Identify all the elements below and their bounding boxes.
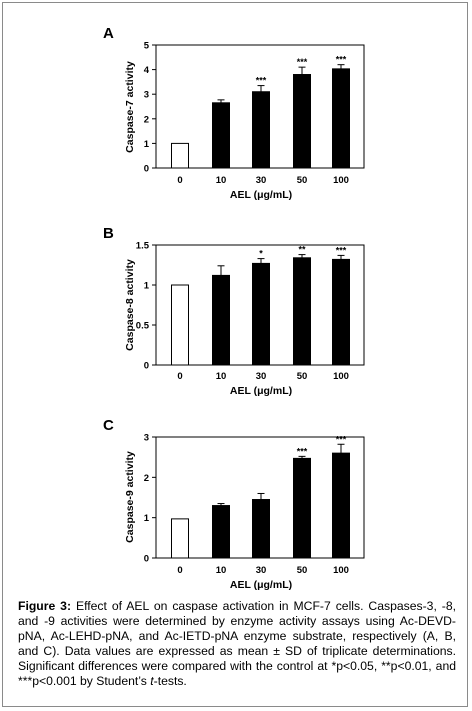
chart-b-significance-mark: *** — [336, 245, 347, 255]
chart-a-xtick-label: 30 — [256, 175, 267, 186]
chart-c-significance-mark: *** — [297, 446, 308, 456]
chart-c-significance-mark: *** — [336, 434, 347, 444]
chart-b-xtick-label: 50 — [297, 371, 308, 382]
caption-text: Effect of AEL on caspase activation in M… — [18, 599, 457, 689]
chart-a-ytick-label: 5 — [144, 41, 150, 52]
caption-text-end: -tests. — [153, 674, 187, 689]
chart-a-xtick-label: 50 — [297, 175, 308, 186]
chart-b-ytick-label: 0 — [144, 361, 149, 372]
chart-c-bar — [212, 505, 230, 559]
chart-c-xtick-label: 50 — [297, 565, 308, 576]
chart-a-xtick-label: 100 — [333, 175, 349, 186]
chart-a-ytick-label: 1 — [144, 139, 150, 150]
chart-b-bar — [171, 284, 189, 366]
chart-b-bar — [293, 257, 311, 366]
figure-caption: Figure 3: Effect of AEL on caspase activ… — [18, 599, 456, 690]
chart-c-xtick-label: 100 — [333, 565, 349, 576]
chart-b-x-axis-title: AEL (μg/mL) — [230, 385, 292, 397]
chart-c-ytick-label: 1 — [144, 513, 150, 524]
chart-c-ytick-label: 2 — [144, 473, 149, 484]
chart-c-bar — [252, 499, 270, 559]
chart-b-significance-mark: ** — [298, 245, 306, 255]
figure-frame — [2, 2, 468, 707]
chart-b-bar — [332, 258, 350, 366]
chart-c-bar — [293, 457, 311, 559]
chart-a-bar — [252, 91, 270, 169]
chart-a-significance-mark: *** — [256, 76, 267, 86]
chart-a-bar — [212, 102, 230, 169]
chart-b-ytick-label: 1 — [144, 281, 150, 292]
chart-a-y-axis-title: Caspase-7 activity — [124, 61, 136, 153]
chart-a-x-axis-title: AEL (μg/mL) — [230, 189, 292, 201]
chart-c-ytick-label: 3 — [144, 433, 149, 444]
chart-b-xtick-label: 100 — [333, 371, 349, 382]
chart-c-panel-letter: C — [103, 417, 114, 434]
chart-c-ytick-label: 0 — [144, 554, 149, 565]
chart-b-bar — [252, 262, 270, 366]
chart-b-bar — [212, 274, 230, 366]
chart-a-ytick-label: 0 — [144, 164, 149, 175]
chart-b-y-axis-title: Caspase-8 activity — [124, 259, 136, 351]
chart-b-significance-mark: * — [259, 249, 263, 259]
caption-t-italic: t — [150, 674, 154, 689]
chart-a-bar — [293, 74, 311, 169]
caption-label: Figure 3: — [18, 599, 72, 613]
chart-a-xtick-label: 10 — [216, 175, 227, 186]
chart-c-bar — [171, 518, 189, 559]
chart-c-xtick-label: 0 — [177, 565, 182, 576]
chart-b-panel-letter: B — [103, 225, 114, 242]
chart-c-y-axis-title: Caspase-9 activity — [124, 451, 136, 543]
chart-b-xtick-label: 0 — [177, 371, 182, 382]
chart-b-xtick-label: 10 — [216, 371, 227, 382]
chart-b-ytick-label: 0.5 — [136, 321, 150, 332]
chart-a-ytick-label: 3 — [144, 90, 149, 101]
chart-a-bar — [171, 142, 189, 169]
chart-c-xtick-label: 30 — [256, 565, 267, 576]
chart-c-xtick-label: 10 — [216, 565, 227, 576]
chart-a-bar — [332, 68, 350, 169]
chart-a-significance-mark: *** — [336, 55, 347, 65]
chart-c-x-axis-title: AEL (μg/mL) — [230, 579, 292, 591]
chart-b-xtick-label: 30 — [256, 371, 267, 382]
chart-a-ytick-label: 4 — [144, 65, 150, 76]
chart-b-ytick-label: 1.5 — [136, 241, 150, 252]
chart-a-ytick-label: 2 — [144, 114, 149, 125]
chart-a-xtick-label: 0 — [177, 175, 182, 186]
chart-c-bar — [332, 452, 350, 559]
chart-a-panel-letter: A — [103, 25, 114, 42]
chart-a-significance-mark: *** — [297, 57, 308, 67]
